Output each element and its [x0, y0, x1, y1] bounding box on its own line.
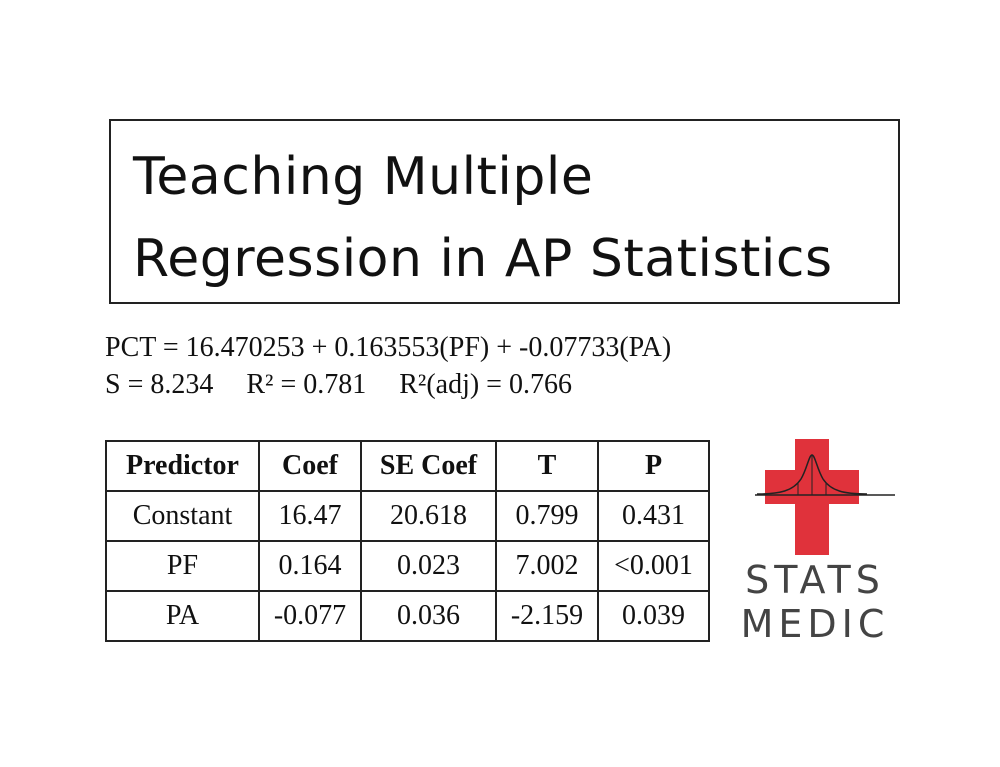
cell-p: <0.001 [597, 540, 710, 592]
s-value: S = 8.234 [105, 369, 214, 400]
logo-word-medic: MEDIC [740, 602, 890, 646]
cell-se-coef: 0.023 [360, 540, 497, 592]
cell-t: 7.002 [495, 540, 599, 592]
cell-p: 0.039 [597, 590, 710, 642]
stats-medic-logo: STATS MEDIC [735, 437, 895, 647]
table-row: Constant 16.47 20.618 0.799 0.431 [105, 490, 710, 542]
title-line-1: Teaching Multiple [133, 147, 594, 207]
title-box: Teaching Multiple Regression in AP Stati… [109, 119, 900, 304]
regression-table: Predictor Coef SE Coef T P Constant 16.4… [105, 440, 710, 642]
cross-with-normal-curve-icon [755, 439, 895, 555]
table-header-row: Predictor Coef SE Coef T P [105, 440, 710, 492]
r-squared-adj-value: R²(adj) = 0.766 [399, 369, 572, 400]
header-coef: Coef [258, 440, 362, 492]
cell-t: 0.799 [495, 490, 599, 542]
header-p: P [597, 440, 710, 492]
cell-p: 0.431 [597, 490, 710, 542]
cell-t: -2.159 [495, 590, 599, 642]
cell-coef: 0.164 [258, 540, 362, 592]
cell-predictor: PA [105, 590, 260, 642]
cell-se-coef: 0.036 [360, 590, 497, 642]
regression-equation: PCT = 16.470253 + 0.163553(PF) + -0.0773… [105, 332, 672, 363]
r-squared-value: R² = 0.781 [246, 369, 367, 400]
cell-coef: -0.077 [258, 590, 362, 642]
cell-predictor: PF [105, 540, 260, 592]
cell-coef: 16.47 [258, 490, 362, 542]
header-se-coef: SE Coef [360, 440, 497, 492]
table-row: PF 0.164 0.023 7.002 <0.001 [105, 540, 710, 592]
cell-predictor: Constant [105, 490, 260, 542]
header-t: T [495, 440, 599, 492]
cell-se-coef: 20.618 [360, 490, 497, 542]
title-line-2: Regression in AP Statistics [133, 229, 833, 289]
table-row: PA -0.077 0.036 -2.159 0.039 [105, 590, 710, 642]
model-summary: S = 8.234 R² = 0.781 R²(adj) = 0.766 [105, 371, 572, 399]
header-predictor: Predictor [105, 440, 260, 492]
logo-word-stats: STATS [745, 558, 885, 602]
